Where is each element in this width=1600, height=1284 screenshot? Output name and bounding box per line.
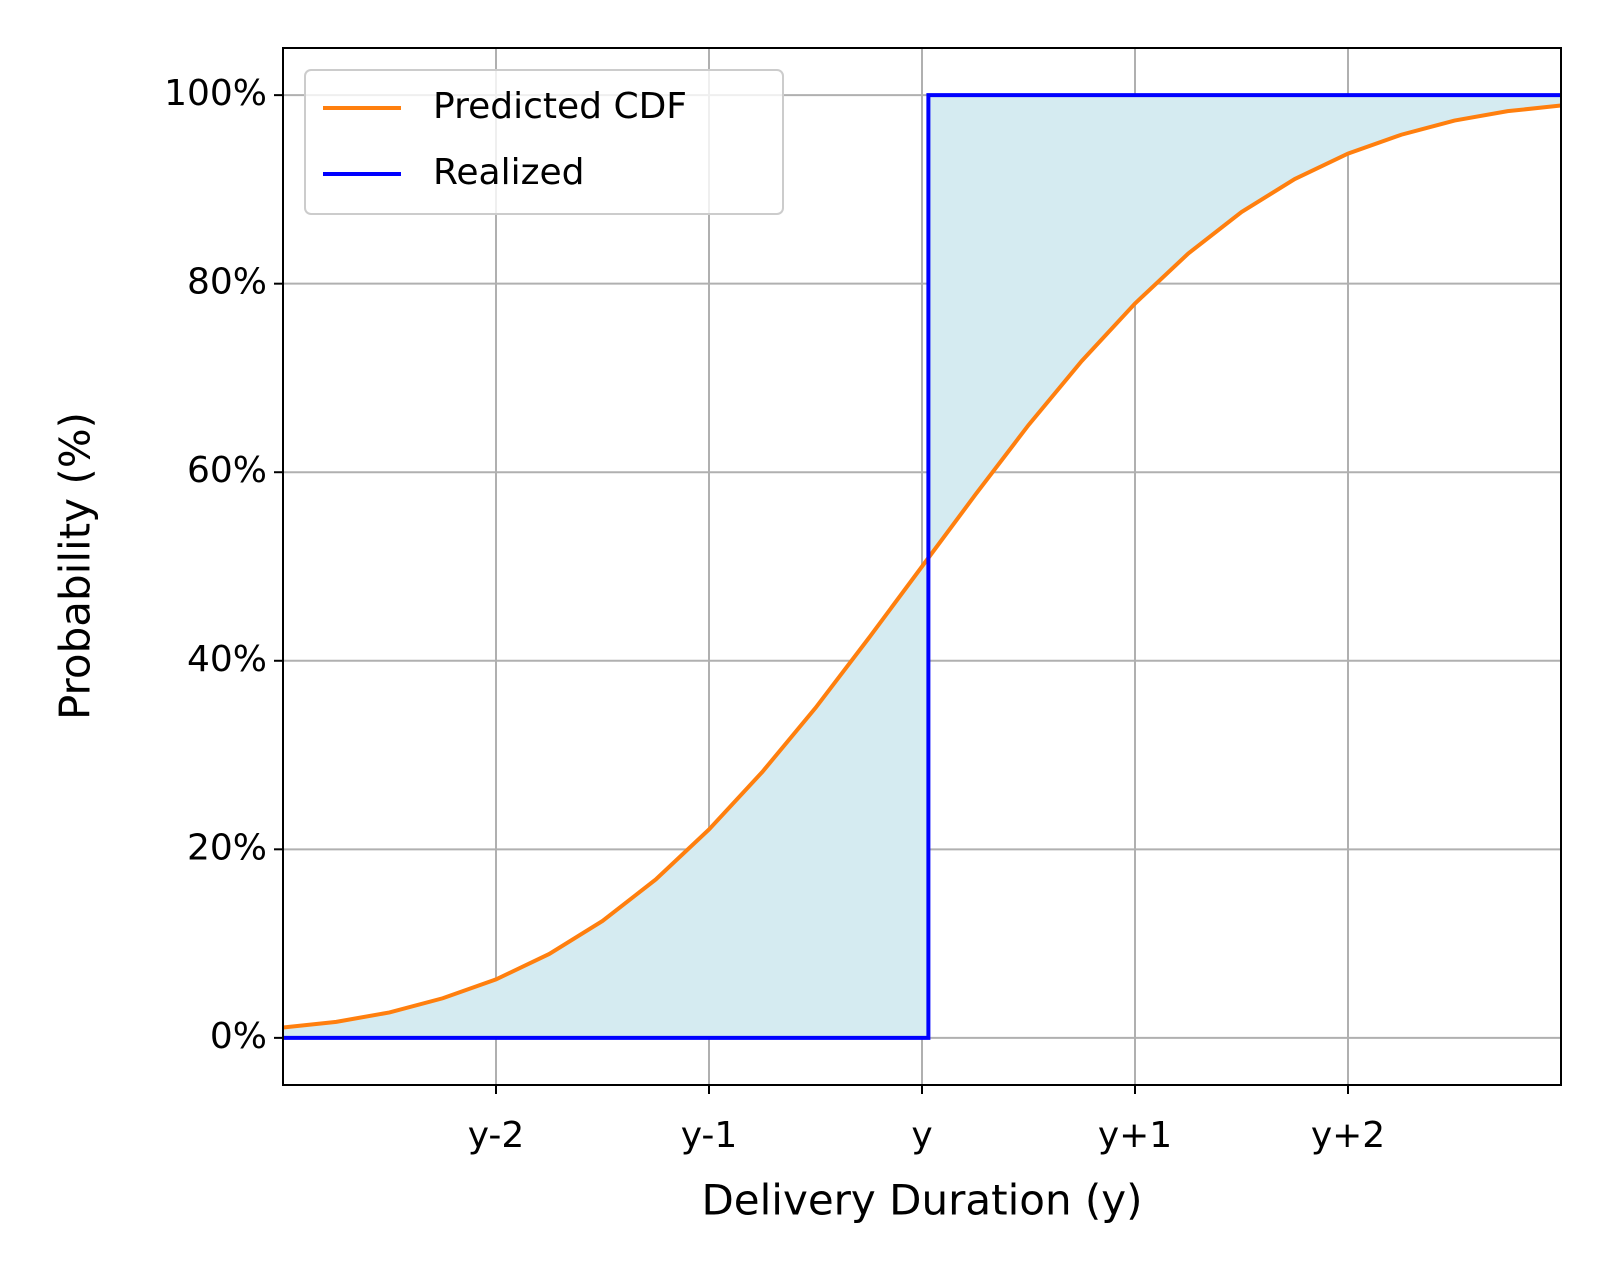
x-tick-label: y (911, 1115, 932, 1156)
legend-label: Realized (433, 152, 585, 193)
y-tick-label: 80% (187, 262, 267, 303)
y-tick-label: 20% (187, 827, 267, 868)
legend-label: Predicted CDF (433, 86, 687, 127)
plot-area (283, 93, 1561, 1040)
axes: 0% 20% 40% 60% 80% 100% y-2 y-1 y y+1 y+2 (164, 73, 1385, 1156)
y-tick-label: 60% (187, 450, 267, 491)
x-tick-label: y+1 (1098, 1115, 1172, 1156)
y-tick-label: 100% (164, 73, 267, 114)
y-tick-label: 40% (187, 639, 267, 680)
x-tick-label: y-1 (681, 1115, 738, 1156)
legend-box (304, 69, 784, 215)
y-tick-label: 0% (210, 1016, 267, 1057)
line-series (283, 103, 1561, 1030)
x-tick-label: y+2 (1311, 1115, 1385, 1156)
line-series (283, 93, 1561, 1040)
y-axis-label: Probability (%) (51, 412, 100, 720)
legend: Predicted CDF Realized (304, 69, 784, 215)
x-axis-label: Delivery Duration (y) (701, 1176, 1142, 1225)
x-tick-label: y-2 (468, 1115, 525, 1156)
